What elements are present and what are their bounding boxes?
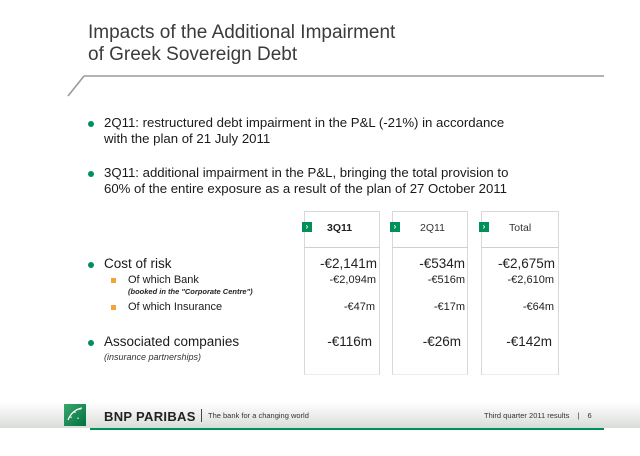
footer-band <box>0 402 640 428</box>
slide-title: Impacts of the Additional Impairment of … <box>88 22 395 66</box>
slide-title-line-1: Impacts of the Additional Impairment <box>88 22 396 43</box>
chevron-right-icon: › <box>390 222 400 232</box>
value-cost-of-risk-2q11: -€534m <box>419 256 465 271</box>
value-insurance-total: -€64m <box>522 301 554 313</box>
footer-report-title: Third quarter 2011 results <box>484 411 570 420</box>
chevron-right-icon: › <box>302 222 312 232</box>
green-dot-icon <box>88 340 94 346</box>
column-box-2q11 <box>392 211 468 375</box>
green-dot-icon <box>88 171 94 177</box>
value-cost-of-risk-3q11: -€2,141m <box>319 256 377 271</box>
row-label-bank: Of which Bank <box>128 274 199 286</box>
value-associated-2q11: -€26m <box>422 334 461 349</box>
footer-right: Third quarter 2011 results | 6 <box>484 411 592 420</box>
bullet-3q11: 3Q11: additional impairment in the P&L, … <box>104 165 508 197</box>
value-cost-of-risk-total: -€2,675m <box>497 256 555 271</box>
value-associated-total: -€142m <box>506 334 552 349</box>
column-header-total: Total <box>509 222 532 234</box>
green-dot-icon <box>88 121 94 127</box>
value-bank-total: -€2,610m <box>507 274 554 286</box>
column-box-3q11 <box>304 211 380 375</box>
value-insurance-2q11: -€17m <box>433 301 465 313</box>
column-header-2q11: 2Q11 <box>420 222 445 234</box>
footer-brand-separator <box>201 409 202 422</box>
value-associated-3q11: -€116m <box>327 334 372 349</box>
slide-title-line-2: of Greek Sovereign Debt <box>88 44 298 65</box>
value-insurance-3q11: -€47m <box>343 301 375 313</box>
title-underline <box>67 75 604 97</box>
orange-square-icon <box>111 278 116 283</box>
bnp-stars-logo-icon <box>64 404 86 426</box>
green-dot-icon <box>88 262 94 268</box>
bullet-2q11-line-1: 2Q11: restructured debt impairment in th… <box>104 115 505 130</box>
orange-square-icon <box>111 305 116 310</box>
value-bank-3q11: -€2,094m <box>329 274 376 286</box>
row-note-associated: (insurance partnerships) <box>104 352 202 362</box>
column-header-3q11: 3Q11 <box>327 222 353 234</box>
header-rule-total <box>481 247 559 248</box>
column-box-total <box>481 211 559 375</box>
footer-page-number: 6 <box>587 411 592 420</box>
bullet-3q11-line-1: 3Q11: additional impairment in the P&L, … <box>104 165 509 180</box>
value-bank-2q11: -€516m <box>427 274 465 286</box>
bullet-2q11-line-2: with the plan of 21 July 2011 <box>104 131 271 146</box>
footer-green-line <box>90 428 604 430</box>
chevron-right-icon: › <box>479 222 489 232</box>
footer-brand: BNP PARIBAS <box>104 409 196 424</box>
row-label-cost-of-risk: Cost of risk <box>104 256 172 271</box>
row-label-associated: Associated companies <box>104 334 240 349</box>
row-label-insurance: Of which Insurance <box>128 301 223 313</box>
bullet-3q11-line-2: 60% of the entire exposure as a result o… <box>104 181 507 196</box>
bnp-stars-logo-graphic <box>67 407 83 421</box>
row-note-bank: (booked in the "Corporate Centre") <box>128 287 253 296</box>
header-rule-2q11 <box>392 247 468 248</box>
header-rule-3q11 <box>304 247 380 248</box>
footer-page-separator: | <box>577 411 580 420</box>
bullet-2q11: 2Q11: restructured debt impairment in th… <box>104 115 504 147</box>
footer-tagline: The bank for a changing world <box>208 411 309 420</box>
